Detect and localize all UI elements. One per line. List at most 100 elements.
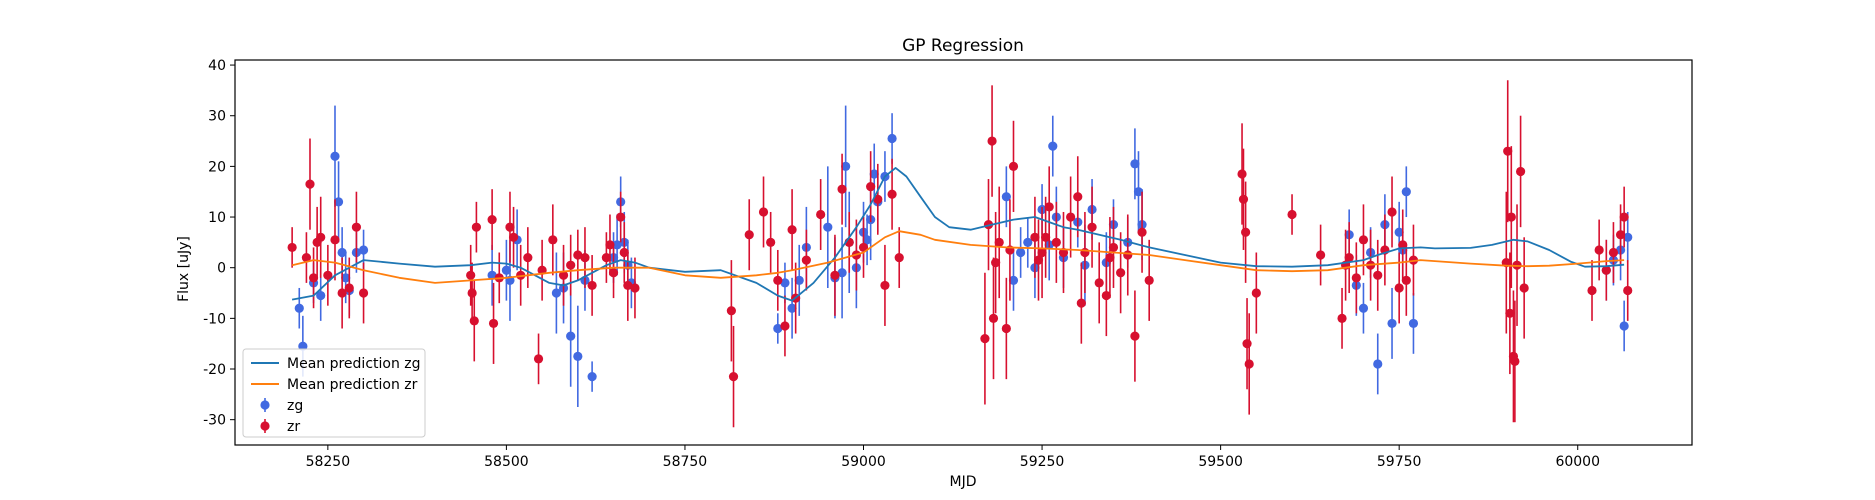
data-point — [501, 265, 512, 275]
data-point — [837, 184, 847, 194]
data-point — [344, 283, 354, 293]
data-point — [1287, 209, 1297, 220]
data-point — [351, 222, 362, 232]
x-tick-label: 59250 — [1020, 454, 1065, 470]
plot-frame — [234, 59, 1693, 446]
data-point — [1242, 339, 1252, 349]
data-point — [488, 318, 499, 329]
data-point — [1001, 323, 1011, 334]
data-point — [523, 252, 533, 263]
y-tick-label: -10 — [203, 311, 226, 327]
data-point — [858, 242, 869, 253]
x-axis-title: MJD — [950, 474, 977, 490]
legend-box — [242, 348, 426, 438]
y-tick-label: -30 — [203, 413, 226, 429]
data-point — [866, 182, 876, 192]
data-point — [1398, 240, 1408, 250]
data-point — [505, 222, 515, 232]
data-point — [1358, 303, 1369, 313]
data-point — [766, 237, 776, 247]
data-point — [1094, 278, 1104, 288]
data-point — [744, 230, 754, 240]
data-point — [1337, 313, 1347, 323]
data-point — [1137, 227, 1147, 237]
data-point — [305, 179, 315, 189]
data-point — [1623, 285, 1633, 296]
x-tick-label: 59000 — [841, 454, 886, 470]
data-point — [1358, 235, 1369, 245]
data-point — [566, 331, 576, 341]
data-point — [294, 303, 304, 313]
data-point — [830, 270, 840, 280]
data-point — [862, 235, 872, 245]
data-point — [837, 268, 847, 278]
data-point — [1587, 285, 1597, 296]
chart-title: GP Regression — [902, 36, 1024, 56]
legend-marker-swatch — [260, 421, 270, 431]
data-point — [887, 189, 897, 199]
data-point — [994, 237, 1004, 247]
data-point — [1505, 308, 1515, 318]
data-point — [1373, 359, 1383, 369]
data-point — [1351, 273, 1361, 283]
data-point — [566, 260, 576, 270]
data-point — [1076, 298, 1086, 308]
data-point — [471, 222, 482, 232]
data-point — [1001, 192, 1011, 202]
y-tick-label: 30 — [208, 109, 226, 125]
data-point — [601, 252, 611, 263]
data-point — [623, 280, 633, 291]
data-point — [469, 316, 479, 326]
data-point — [787, 303, 797, 313]
y-tick-label: -20 — [203, 362, 226, 378]
data-point — [330, 235, 340, 245]
y-axis-title: Flux [uJy] — [176, 236, 192, 302]
data-point — [728, 372, 739, 382]
data-point — [794, 275, 804, 285]
data-point — [616, 212, 626, 222]
data-point — [1601, 265, 1611, 275]
data-point — [1044, 202, 1054, 212]
data-point — [1510, 356, 1520, 367]
x-axis: 58250 58500 58750 59000 59250 59500 59750 60000 — [306, 445, 1600, 470]
data-point — [1048, 141, 1058, 151]
data-point — [726, 306, 736, 316]
data-point — [894, 252, 904, 263]
data-point — [630, 283, 640, 293]
data-point — [773, 323, 783, 334]
data-point — [1401, 275, 1411, 285]
data-point — [1087, 222, 1097, 232]
data-point — [991, 258, 1001, 268]
data-point — [758, 207, 769, 217]
data-point — [1037, 247, 1047, 258]
y-axis: -30 -20 -10 0 10 20 30 40 — [203, 58, 235, 429]
data-point — [787, 225, 797, 235]
data-point — [467, 288, 477, 298]
data-point — [1619, 321, 1629, 331]
y-tick-label: 20 — [208, 159, 226, 175]
data-point — [1016, 247, 1026, 258]
data-point — [341, 273, 351, 283]
data-point — [1051, 237, 1061, 247]
data-point — [337, 288, 347, 298]
data-point — [980, 334, 990, 344]
data-point — [1080, 247, 1090, 258]
data-point — [880, 280, 890, 291]
data-point — [1503, 146, 1513, 156]
x-tick-label: 59750 — [1377, 454, 1422, 470]
data-point — [873, 194, 883, 204]
legend-label: zg — [287, 398, 303, 414]
series-zr — [287, 80, 1633, 428]
data-point — [1387, 207, 1397, 217]
data-point — [1238, 194, 1249, 204]
data-point — [1105, 252, 1115, 263]
x-tick-label: 58500 — [484, 454, 529, 470]
y-tick-label: 10 — [208, 210, 226, 226]
data-point — [987, 136, 997, 146]
data-point — [323, 270, 333, 280]
data-point — [1623, 232, 1633, 242]
x-tick-label: 58750 — [663, 454, 708, 470]
data-point — [1506, 212, 1516, 222]
data-point — [1008, 275, 1019, 285]
data-point — [1615, 230, 1626, 240]
